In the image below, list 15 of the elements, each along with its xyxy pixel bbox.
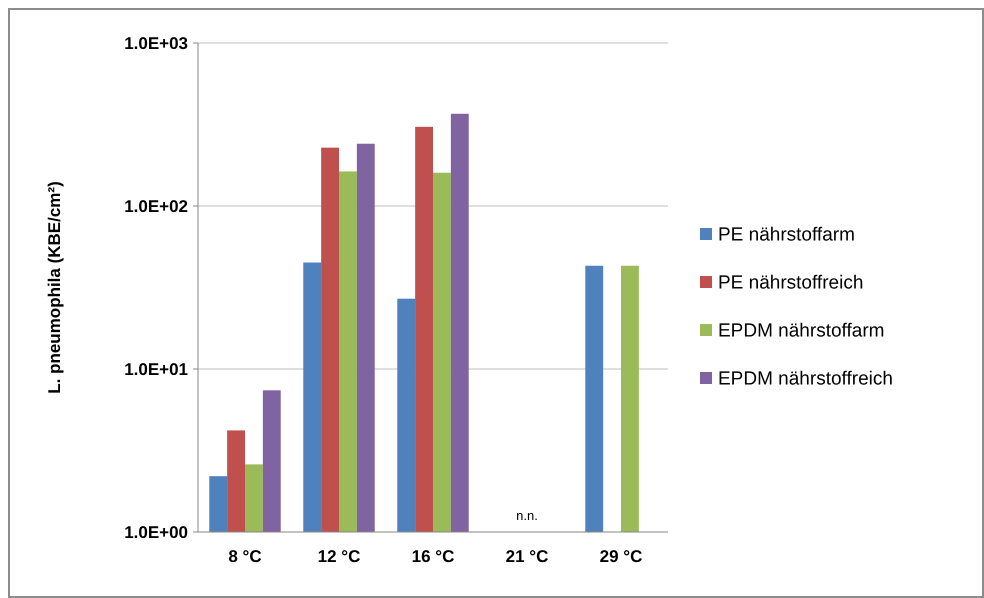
y-tick-label: 1.0E+00 [124,522,188,542]
y-axis-title: L. pneumophila (KBE/cm²) [45,181,64,394]
y-tick-label: 1.0E+03 [124,34,188,53]
x-tick-label: 21 °C [506,547,548,566]
legend-label: PE nährstoffreich [718,272,864,294]
legend-label: EPDM nährstoffreich [718,368,893,390]
x-tick-label: 29 °C [600,547,642,566]
y-tick-label: 1.0E+02 [124,196,188,216]
legend-label: PE nährstoffarm [718,224,855,246]
x-tick-label: 16 °C [412,547,454,566]
y-tick-label: 1.0E+01 [124,360,188,379]
x-tick-label: 12 °C [318,547,360,566]
annotation: n.n. [516,508,538,523]
x-tick-label: 8 °C [228,547,262,566]
legend-label: EPDM nährstoffarm [718,320,884,342]
